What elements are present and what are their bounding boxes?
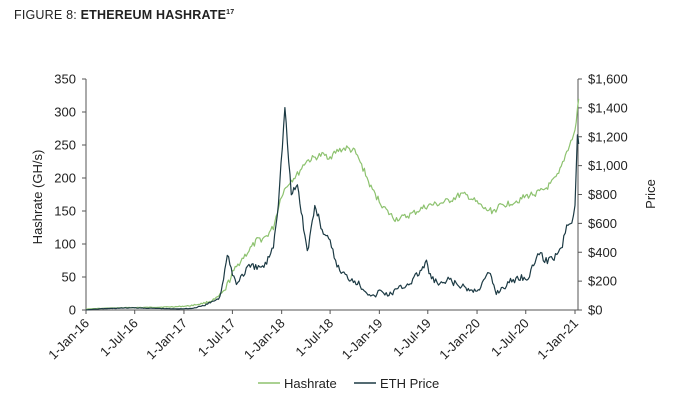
x-tick-label: 1-Jul-19: [390, 316, 434, 360]
y2-tick-label: $1,600: [588, 72, 628, 87]
y-tick-label: 100: [54, 237, 76, 252]
y-tick-label: 150: [54, 204, 76, 219]
y2-tick-label: $600: [588, 216, 617, 231]
y2-axis-label: Price: [643, 179, 658, 209]
x-tick-label: 1-Jan-20: [436, 316, 483, 363]
y2-tick-label: $0: [588, 303, 602, 318]
legend: Hashrate ETH Price: [258, 376, 439, 391]
hashrate-series-line: [86, 98, 580, 310]
y-axis-label: Hashrate (GH/s): [30, 150, 45, 245]
eth-price-series-line: [85, 107, 580, 311]
y-tick-label: 50: [62, 270, 76, 285]
y-tick-label: 200: [54, 171, 76, 186]
series-lines: [85, 98, 580, 311]
legend-label-hashrate: Hashrate: [284, 376, 337, 391]
figure-prefix: FIGURE 8:: [14, 8, 77, 22]
y2-tick-label: $200: [588, 274, 617, 289]
y-tick-label: 300: [54, 105, 76, 120]
x-tick-label: 1-Jan-19: [339, 316, 386, 363]
y2-tick-label: $1,400: [588, 100, 628, 115]
y2-tick-label: $1,200: [588, 129, 628, 144]
tick-labels: 0 50 100 150 200 250 300 350 $0 $200 $400 $600 $800 $…: [45, 72, 628, 363]
x-tick-label: 1-Jan-18: [241, 316, 288, 363]
figure-title-text: ETHEREUM HASHRATE: [80, 8, 227, 22]
y2-tick-label: $400: [588, 245, 617, 260]
x-tick-label: 1-Jul-16: [97, 316, 141, 360]
x-tick-label: 1-Jan-16: [45, 316, 92, 363]
y-tick-label: 250: [54, 138, 76, 153]
x-tick-label: 1-Jul-17: [195, 316, 239, 360]
y2-tick-label: $1,000: [588, 158, 628, 173]
figure-title: FIGURE 8: ETHEREUM HASHRATE17: [14, 8, 234, 22]
y-tick-label: 0: [69, 303, 76, 318]
figure-footnote: 17: [226, 8, 235, 16]
x-tick-label: 1-Jul-18: [292, 316, 336, 360]
x-tick-label: 1-Jul-20: [488, 316, 532, 360]
legend-label-price: ETH Price: [380, 376, 439, 391]
axes: [82, 78, 582, 314]
x-tick-label: 1-Jan-21: [534, 316, 581, 363]
x-tick-label: 1-Jan-17: [143, 316, 190, 363]
y-tick-label: 350: [54, 72, 76, 87]
y2-tick-label: $800: [588, 187, 617, 202]
